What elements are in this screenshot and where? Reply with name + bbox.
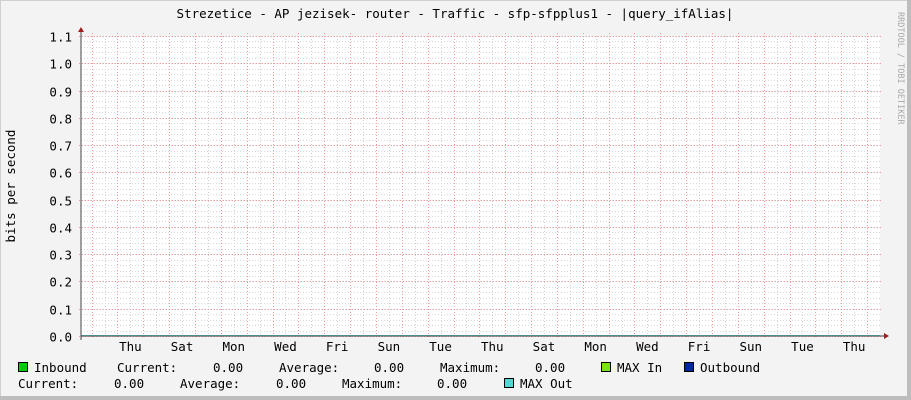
x-tick-label: Mon	[222, 339, 245, 354]
x-tick-label: Fri	[688, 339, 711, 354]
inbound-current: 0.00	[213, 360, 243, 375]
y-tick-label: 0.8	[49, 112, 72, 127]
inbound-current-label: Current:	[117, 360, 177, 375]
x-tick-label: Wed	[274, 339, 297, 354]
x-tick-label: Sat	[171, 339, 194, 354]
max-out-swatch	[504, 378, 514, 388]
x-ticks: Thu Sat Mon Wed Fri Sun Tue Thu Sat Mon Wed Fri Sun T…	[119, 339, 865, 354]
x-tick-label: Tue	[791, 339, 814, 354]
y-tick-label: 0.3	[49, 248, 72, 263]
outbound-maximum-label: Maximum:	[342, 376, 402, 391]
x-tick-label: Sat	[533, 339, 556, 354]
max-in-label: MAX In	[617, 360, 662, 375]
outbound-swatch	[684, 362, 694, 372]
y-tick-label: 1.1	[49, 30, 72, 45]
y-tick-label: 0.6	[49, 166, 72, 181]
x-tick-label: Thu	[119, 339, 142, 354]
inbound-swatch	[18, 362, 28, 372]
inbound-maximum: 0.00	[535, 360, 565, 375]
outbound-current-label: Current:	[18, 376, 78, 391]
y-tick-label: 0.0	[49, 330, 72, 345]
y-tick-label: 0.4	[49, 221, 72, 236]
y-tick-label: 0.1	[49, 303, 72, 318]
x-tick-label: Thu	[843, 339, 866, 354]
inbound-average-label: Average:	[279, 360, 339, 375]
y-tick-label: 0.2	[49, 275, 72, 290]
y-ticks: 0.0 0.1 0.2 0.3 0.4 0.5 0.6 0.7 0.8 0.9 1.0 1.1	[49, 30, 72, 345]
x-tick-label: Fri	[326, 339, 349, 354]
outbound-average: 0.00	[276, 376, 306, 391]
grid	[79, 33, 882, 339]
frame-shadow-bottom	[0, 396, 911, 400]
x-tick-label: Sun	[378, 339, 401, 354]
x-axis-arrow	[884, 333, 889, 339]
y-tick-label: 0.9	[49, 85, 72, 100]
outbound-maximum: 0.00	[437, 376, 467, 391]
outbound-current: 0.00	[114, 376, 144, 391]
y-axis-label: bits per second	[3, 130, 18, 243]
outbound-average-label: Average:	[180, 376, 240, 391]
max-in-swatch	[601, 362, 611, 372]
frame-shadow-right	[907, 0, 911, 400]
inbound-maximum-label: Maximum:	[440, 360, 500, 375]
rrdtool-watermark: RRDTOOL / TOBI OETIKER	[895, 12, 905, 125]
y-tick-label: 0.7	[49, 139, 72, 154]
x-tick-label: Sun	[739, 339, 762, 354]
inbound-label: Inbound	[34, 360, 87, 375]
chart-title: Strezetice - AP jezisek- router - Traffi…	[177, 6, 734, 21]
x-tick-label: Wed	[636, 339, 659, 354]
inbound-average: 0.00	[374, 360, 404, 375]
y-tick-label: 0.5	[49, 194, 72, 209]
y-tick-label: 1.0	[49, 57, 72, 72]
x-tick-label: Tue	[429, 339, 452, 354]
max-out-label: MAX Out	[520, 376, 573, 391]
x-tick-label: Mon	[584, 339, 607, 354]
x-tick-label: Thu	[481, 339, 504, 354]
y-axis-arrow	[78, 27, 84, 32]
outbound-label: Outbound	[700, 360, 760, 375]
